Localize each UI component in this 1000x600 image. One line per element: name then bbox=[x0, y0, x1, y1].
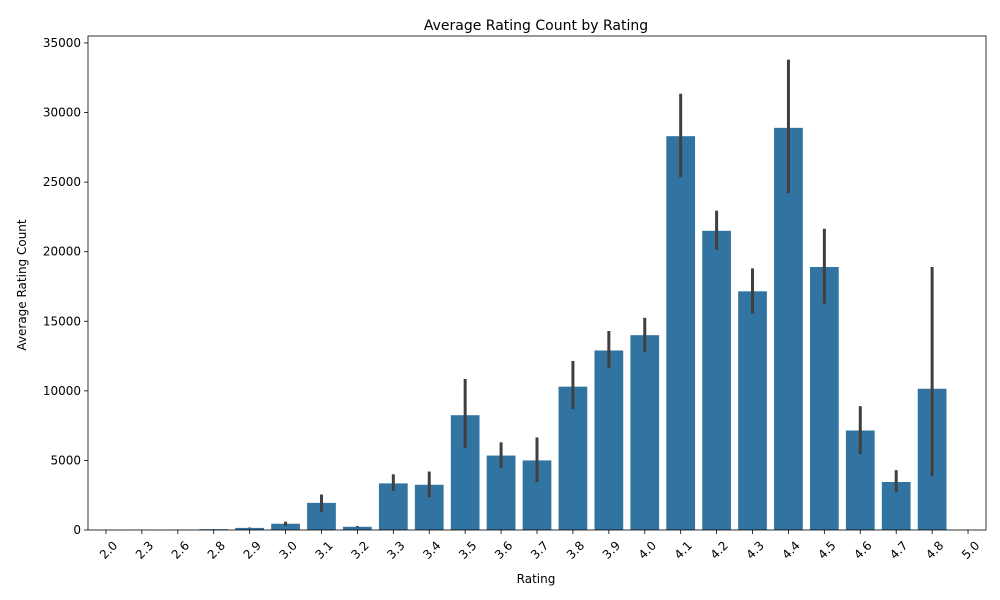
bar-2.8 bbox=[199, 529, 229, 530]
y-tick-label-30000: 30000 bbox=[43, 106, 81, 120]
x-tick-label-3.2: 3.2 bbox=[348, 538, 371, 561]
bar-2.9 bbox=[235, 527, 265, 530]
x-tick-label-3.9: 3.9 bbox=[600, 538, 623, 561]
x-tick-label-3.1: 3.1 bbox=[312, 538, 335, 561]
x-tick-label-2.0: 2.0 bbox=[97, 538, 120, 561]
x-tick-label-4.6: 4.6 bbox=[851, 538, 874, 561]
x-tick-label-3.6: 3.6 bbox=[492, 538, 515, 561]
y-tick-label-10000: 10000 bbox=[43, 384, 81, 398]
x-tick-label-2.8: 2.8 bbox=[205, 538, 228, 561]
x-axis: 2.0 2.3 2.6 2.8 2.9 3.0 3.1 3.2 3.3 3.4 3.5 3.6 3.7 3… bbox=[97, 530, 982, 562]
x-tick-label-3.7: 3.7 bbox=[528, 538, 551, 561]
x-tick-label-4.7: 4.7 bbox=[887, 538, 910, 561]
plot-frame bbox=[87, 35, 987, 531]
bar-4.0 bbox=[630, 335, 660, 530]
x-tick-label-2.6: 2.6 bbox=[169, 538, 192, 561]
x-tick-label-3.4: 3.4 bbox=[420, 538, 443, 561]
bar-4.1 bbox=[666, 136, 696, 531]
bar-3.8 bbox=[558, 386, 588, 530]
bar-4.4 bbox=[774, 127, 803, 530]
x-tick-label-2.9: 2.9 bbox=[241, 538, 264, 561]
y-tick-label-35000: 35000 bbox=[43, 36, 81, 50]
bar-4.2 bbox=[702, 230, 731, 530]
x-axis-title: Rating bbox=[517, 572, 556, 586]
bar-3.9 bbox=[594, 350, 624, 530]
bar-3.0 bbox=[271, 523, 300, 530]
y-tick-label-15000: 15000 bbox=[43, 314, 81, 328]
x-tick-label-4.1: 4.1 bbox=[672, 538, 695, 561]
x-tick-label-4.5: 4.5 bbox=[815, 538, 838, 561]
x-tick-label-2.3: 2.3 bbox=[133, 538, 156, 561]
y-tick-label-5000: 5000 bbox=[50, 453, 81, 467]
x-tick-label-3.3: 3.3 bbox=[384, 538, 407, 561]
x-tick-label-4.0: 4.0 bbox=[636, 538, 659, 561]
x-tick-label-4.2: 4.2 bbox=[708, 538, 731, 561]
error-bars-layer bbox=[212, 59, 934, 530]
y-tick-label-25000: 25000 bbox=[43, 175, 81, 189]
bar-4.5 bbox=[809, 266, 839, 530]
y-axis-title: Average Rating Count bbox=[15, 219, 29, 351]
y-tick-label-0: 0 bbox=[73, 523, 81, 537]
y-axis: 0 5000 10000 15000 20000 25000 30000 35000 bbox=[43, 36, 88, 537]
x-tick-label-4.4: 4.4 bbox=[779, 538, 802, 561]
y-tick-label-20000: 20000 bbox=[43, 245, 81, 259]
x-tick-label-4.8: 4.8 bbox=[923, 538, 946, 561]
x-tick-label-5.0: 5.0 bbox=[959, 538, 982, 561]
x-tick-label-3.8: 3.8 bbox=[564, 538, 587, 561]
x-tick-label-4.3: 4.3 bbox=[743, 538, 766, 561]
bar-3.2 bbox=[343, 526, 372, 530]
bar-4.3 bbox=[738, 291, 767, 530]
x-tick-label-3.0: 3.0 bbox=[277, 538, 300, 561]
bar-3.3 bbox=[378, 483, 408, 530]
x-tick-label-3.5: 3.5 bbox=[456, 538, 479, 561]
bars-layer bbox=[91, 127, 947, 531]
chart-title: Average Rating Count by Rating bbox=[424, 18, 648, 34]
